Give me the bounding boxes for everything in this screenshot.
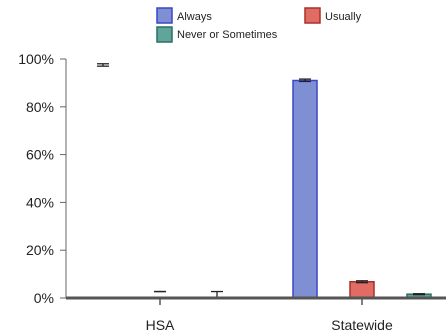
error-bar-usually-statewide xyxy=(356,280,368,284)
y-ticks: 0% 20% 40% 60% 80% 100% xyxy=(18,51,66,306)
error-bars xyxy=(97,63,425,298)
bars xyxy=(292,79,432,299)
category-label-statewide: Statewide xyxy=(331,317,393,333)
y-tick-label: 80% xyxy=(26,99,54,115)
x-ticks xyxy=(159,298,363,305)
y-tick-label: 60% xyxy=(26,147,54,163)
y-tick-label: 100% xyxy=(18,51,54,67)
error-bar-always-hsa xyxy=(97,63,109,67)
legend-swatch-never-or-sometimes xyxy=(156,26,173,43)
y-tick-label: 20% xyxy=(26,242,54,258)
legend-label-never-or-sometimes: Never or Sometimes xyxy=(177,29,278,41)
y-tick-label: 40% xyxy=(26,194,54,210)
legend-label-usually: Usually xyxy=(325,11,362,23)
category-label-hsa: HSA xyxy=(146,317,175,333)
y-tick-label: 0% xyxy=(34,290,54,306)
legend: Always Usually Never or Sometimes xyxy=(156,7,362,43)
legend-swatch-usually xyxy=(304,7,321,24)
bar-usually-statewide xyxy=(349,280,375,299)
error-bar-never-or-sometimes-statewide xyxy=(413,293,425,296)
bar-always-statewide xyxy=(292,79,318,299)
legend-swatch-always xyxy=(156,7,173,24)
legend-label-always: Always xyxy=(177,11,212,23)
error-bar-never-or-sometimes-hsa xyxy=(211,290,223,298)
error-bar-always-statewide xyxy=(299,78,311,83)
